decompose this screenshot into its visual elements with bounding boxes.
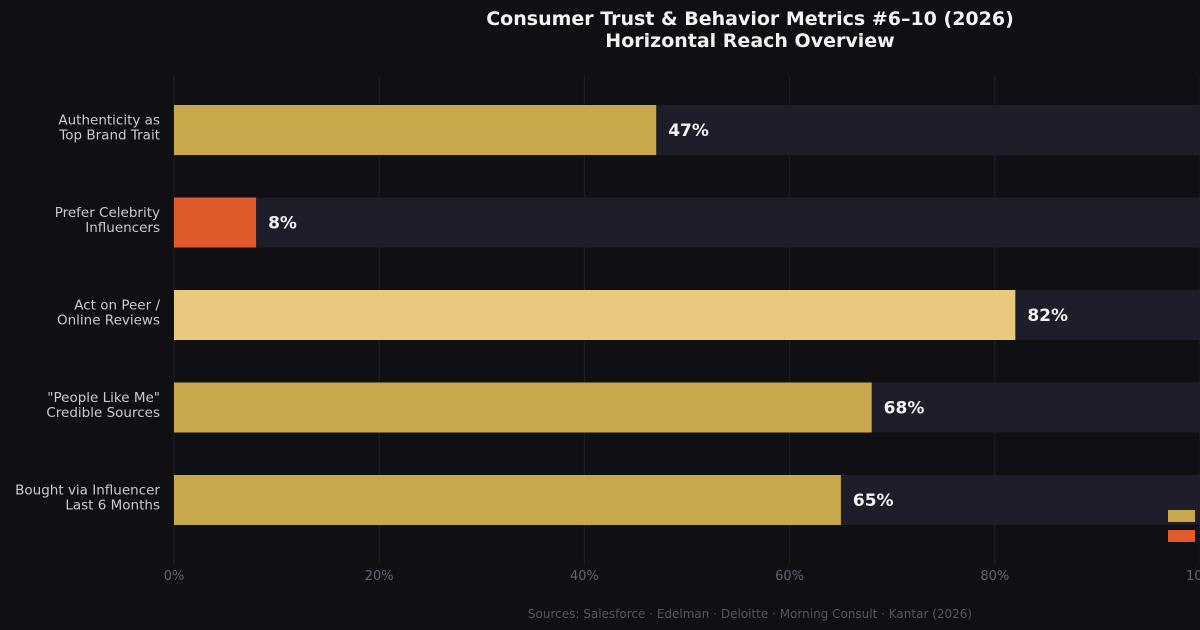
chart-title-line-2: Horizontal Reach Overview [605,30,894,52]
legend-swatch [1168,530,1195,542]
x-tick-label: 60% [775,569,804,584]
legend-swatch [1168,510,1195,522]
category-label: Authenticity as [58,113,160,129]
bar [174,475,841,525]
category-label: Influencers [85,220,160,236]
bar [174,290,1016,340]
chart-title-line-1: Consumer Trust & Behavior Metrics #6–10 … [486,8,1014,30]
x-tick-label: 20% [365,569,394,584]
bar [174,197,257,248]
x-tick-label: 40% [570,569,599,584]
x-tick-label: 80% [980,569,1009,584]
category-label: Bought via Influencer [15,483,160,499]
category-label: Online Reviews [57,313,160,329]
category-label: Act on Peer / [74,298,160,314]
bar [174,105,657,155]
bar-value-label: 47% [668,121,709,141]
category-label: Last 6 Months [65,498,160,514]
bar-track [174,197,1200,248]
x-tick-label: 0% [164,569,185,584]
category-label: Top Brand Trait [58,128,160,144]
value-labels: 47% 8% 82% 68% 65% [268,121,1068,511]
bar-value-label: 68% [884,399,925,419]
bar-value-label: 82% [1027,306,1068,326]
bar-value-label: 65% [853,491,894,511]
category-label: "People Like Me" [47,390,160,406]
bar-value-label: 8% [268,214,297,234]
bar [174,382,872,433]
category-label: Prefer Celebrity [55,205,160,221]
source-note: Sources: Salesforce · Edelman · Deloitte… [528,607,972,621]
x-axis-ticks: 0% 20% 40% 60% 80% 100% [164,569,1200,584]
bars [174,105,1016,525]
category-label: Credible Sources [46,405,160,421]
x-tick-label: 100% [1186,569,1200,584]
legend [1168,510,1195,542]
